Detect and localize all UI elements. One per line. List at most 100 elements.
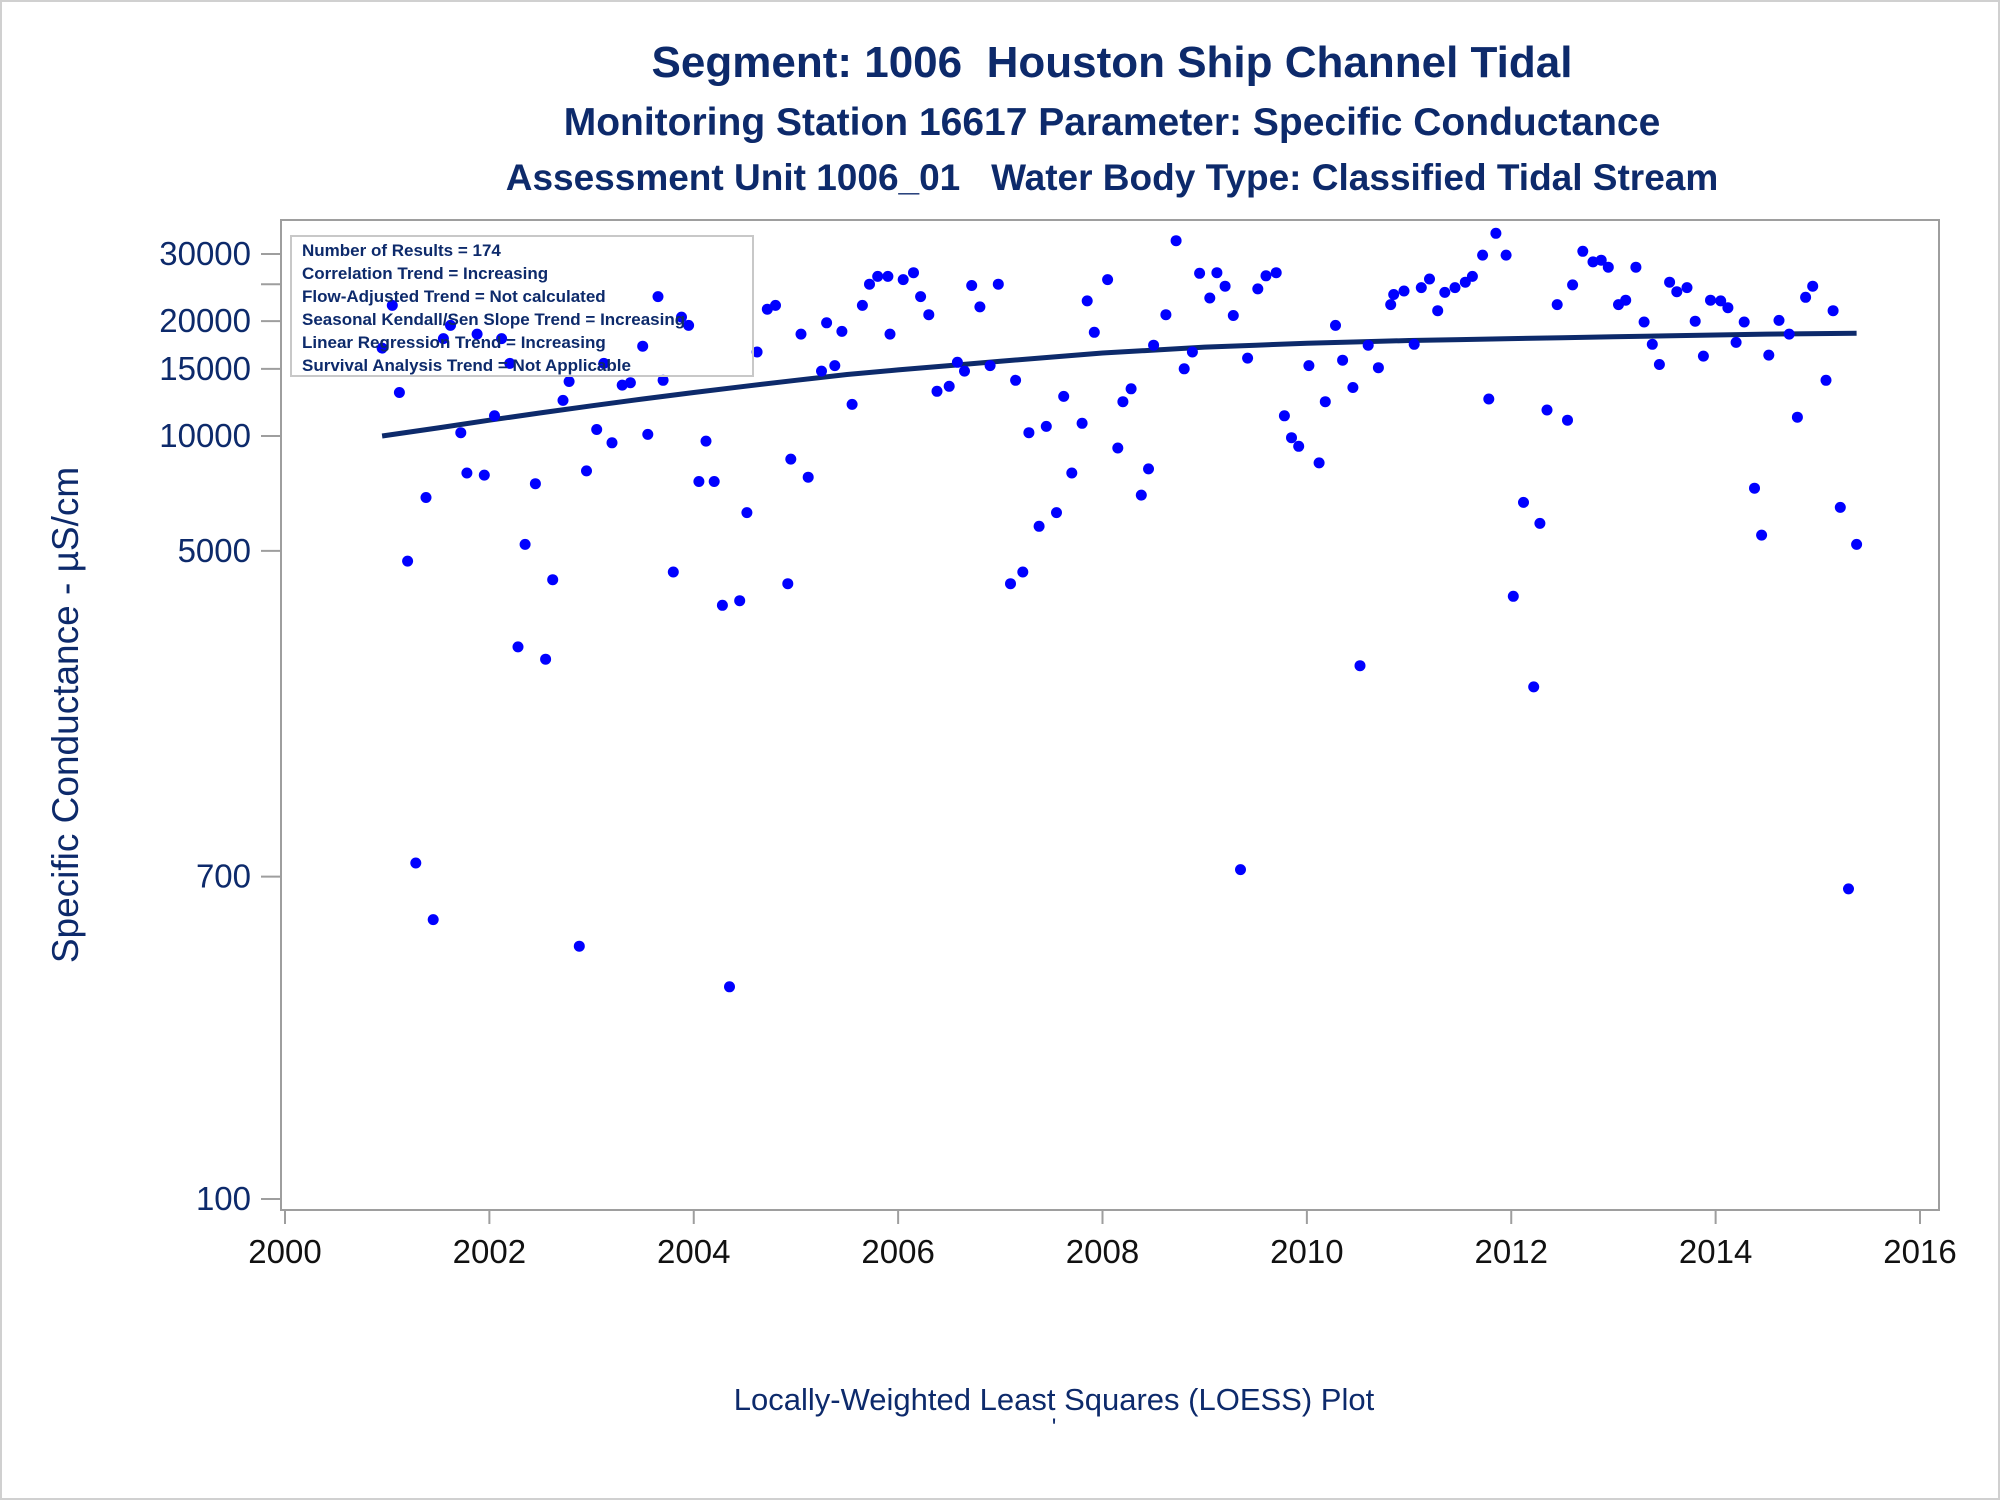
data-point bbox=[1398, 285, 1410, 297]
data-point bbox=[471, 328, 483, 340]
data-point bbox=[1653, 359, 1665, 370]
data-point bbox=[992, 278, 1004, 290]
data-point bbox=[1017, 566, 1029, 578]
data-point bbox=[512, 641, 524, 653]
data-point bbox=[1551, 299, 1563, 311]
data-point bbox=[1791, 411, 1803, 423]
data-point bbox=[1432, 305, 1444, 317]
data-point bbox=[1602, 261, 1614, 273]
data-point bbox=[741, 507, 753, 519]
data-point bbox=[478, 469, 490, 481]
data-point bbox=[1194, 267, 1206, 279]
data-point bbox=[984, 360, 996, 372]
chart-title: Segment: 1006 Houston Ship Channel Tidal bbox=[651, 38, 1573, 87]
data-point bbox=[846, 398, 858, 410]
legend-line: Linear Regression Trend = Increasing bbox=[302, 333, 606, 352]
y-tick-label: 700 bbox=[196, 858, 251, 895]
data-point bbox=[1076, 417, 1088, 429]
data-point bbox=[1102, 274, 1114, 286]
data-point bbox=[376, 342, 388, 354]
data-point bbox=[393, 387, 405, 398]
data-point bbox=[1638, 316, 1650, 328]
data-point bbox=[1664, 276, 1676, 288]
x-tick-label: 2012 bbox=[1475, 1233, 1548, 1270]
data-point bbox=[734, 595, 746, 607]
data-point bbox=[1500, 249, 1512, 261]
data-point bbox=[652, 291, 664, 303]
data-point bbox=[951, 356, 963, 368]
data-point bbox=[795, 328, 807, 340]
data-point bbox=[1204, 292, 1216, 304]
data-point bbox=[1170, 235, 1182, 247]
data-point bbox=[1219, 280, 1231, 292]
data-point bbox=[1148, 339, 1160, 351]
data-point bbox=[1235, 864, 1246, 876]
data-point bbox=[1088, 326, 1100, 338]
data-point bbox=[547, 574, 559, 586]
data-point bbox=[1385, 299, 1397, 311]
data-point bbox=[770, 299, 781, 311]
data-point bbox=[1286, 432, 1297, 444]
data-point bbox=[606, 437, 618, 449]
footnote-mark: ' bbox=[1051, 1414, 1057, 1441]
data-point bbox=[1058, 390, 1070, 402]
data-point bbox=[864, 278, 875, 290]
data-point bbox=[1807, 280, 1819, 292]
y-tick-label: 15000 bbox=[159, 350, 251, 387]
footnote: Locally-Weighted Least Squares (LOESS) P… bbox=[733, 1382, 1375, 1417]
data-point bbox=[974, 301, 986, 313]
data-point bbox=[1347, 382, 1359, 393]
data-point bbox=[557, 394, 569, 406]
data-point bbox=[1851, 538, 1863, 550]
data-point bbox=[1112, 442, 1124, 454]
data-point bbox=[573, 940, 585, 952]
data-point bbox=[1303, 360, 1315, 372]
y-tick-label: 100 bbox=[196, 1180, 251, 1217]
x-tick-label: 2010 bbox=[1270, 1233, 1343, 1270]
data-point bbox=[1620, 294, 1632, 306]
data-point bbox=[1577, 245, 1589, 257]
data-point bbox=[1362, 339, 1374, 351]
data-point bbox=[1827, 305, 1839, 317]
data-point bbox=[676, 311, 687, 323]
data-point bbox=[1449, 282, 1461, 294]
data-point bbox=[959, 365, 970, 377]
data-point bbox=[540, 653, 552, 665]
data-point bbox=[437, 333, 449, 345]
data-point bbox=[1646, 338, 1658, 350]
data-point bbox=[1756, 529, 1768, 541]
data-point bbox=[1252, 283, 1264, 295]
data-point bbox=[637, 340, 649, 352]
data-point bbox=[563, 376, 575, 387]
data-point bbox=[1843, 883, 1854, 895]
data-point bbox=[1730, 336, 1742, 348]
data-point bbox=[445, 319, 456, 331]
data-point bbox=[1270, 267, 1282, 279]
data-point bbox=[1211, 267, 1223, 279]
x-tick-label: 2016 bbox=[1883, 1233, 1956, 1270]
data-point bbox=[1518, 496, 1529, 508]
data-point bbox=[1033, 520, 1045, 532]
data-point bbox=[1681, 282, 1693, 294]
data-point bbox=[420, 492, 432, 503]
data-point bbox=[1010, 374, 1022, 386]
loess-layer bbox=[381, 330, 1857, 439]
data-point bbox=[1834, 501, 1846, 513]
data-point bbox=[657, 374, 669, 386]
data-point bbox=[1081, 295, 1093, 307]
chart-subtitle-2: Assessment Unit 1006_01 Water Body Type:… bbox=[505, 157, 1719, 198]
data-point bbox=[782, 578, 794, 590]
data-point bbox=[884, 328, 896, 340]
legend-line: Number of Results = 174 bbox=[302, 241, 501, 260]
data-point bbox=[836, 325, 848, 337]
data-point bbox=[624, 377, 636, 389]
data-point bbox=[1534, 517, 1546, 529]
legend-frame bbox=[290, 235, 754, 377]
plot-frame bbox=[280, 219, 1940, 1211]
legend-line: Flow-Adjusted Trend = Not calculated bbox=[302, 287, 606, 306]
data-point bbox=[598, 357, 610, 369]
legend-line: Survival Analysis Trend = Not Applicable bbox=[302, 356, 631, 375]
data-point bbox=[1738, 316, 1750, 328]
